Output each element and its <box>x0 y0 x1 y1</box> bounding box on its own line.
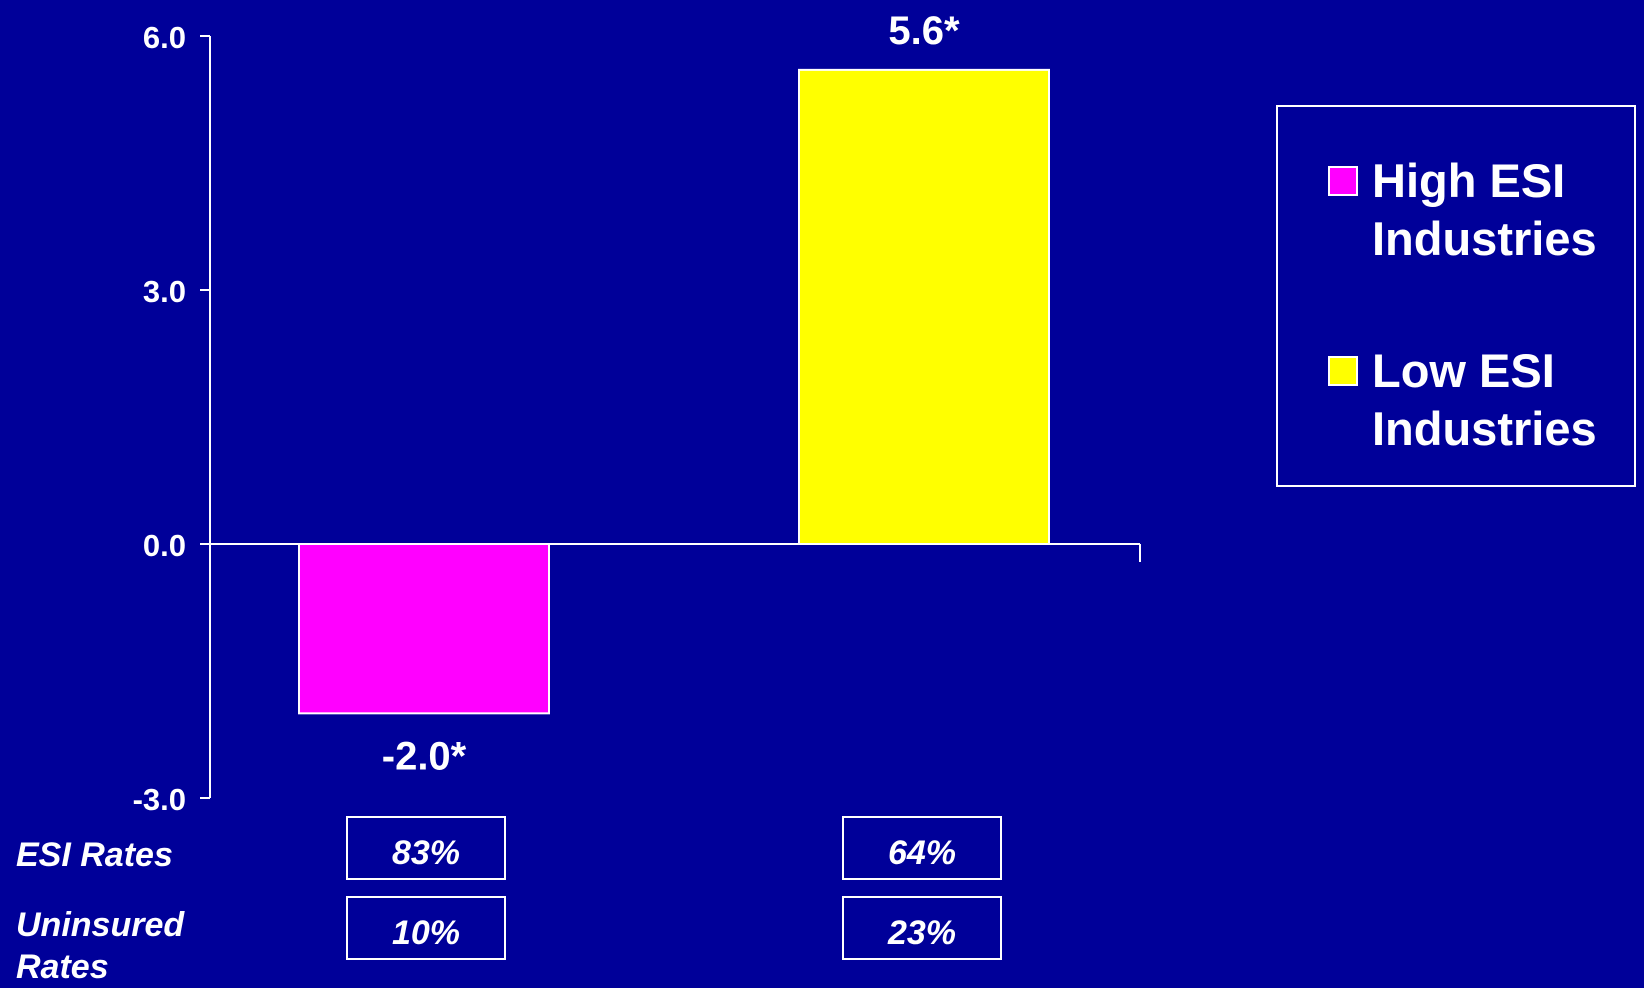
legend-swatch-low-esi <box>1328 356 1358 386</box>
esi-rates-label: ESI Rates <box>16 836 173 874</box>
y-tick-label: 0.0 <box>143 528 186 563</box>
bar <box>798 68 1050 545</box>
y-tick-label: 6.0 <box>143 20 186 55</box>
esi-rate-high-esi: 83% <box>346 816 506 880</box>
uninsured-rates-label: Uninsured Rates <box>16 906 185 986</box>
uninsured-rate-high-esi: 10% <box>346 896 506 960</box>
legend-label-low-esi: Low ESI Industries <box>1372 344 1597 455</box>
legend-item-low-esi: Low ESI Industries <box>1328 342 1642 458</box>
y-tick-label: -3.0 <box>133 782 186 817</box>
legend-item-high-esi: High ESI Industries <box>1328 152 1642 268</box>
legend-swatch-high-esi <box>1328 166 1358 196</box>
bar-value-label: -2.0* <box>382 734 467 778</box>
y-tick-label: 3.0 <box>143 274 186 309</box>
bar <box>298 543 550 715</box>
uninsured-rate-low-esi: 23% <box>842 896 1002 960</box>
chart-legend: High ESI Industries Low ESI Industries <box>1276 105 1636 487</box>
bar-value-label: 5.6* <box>888 9 960 53</box>
legend-label-high-esi: High ESI Industries <box>1372 154 1597 265</box>
esi-rate-low-esi: 64% <box>842 816 1002 880</box>
